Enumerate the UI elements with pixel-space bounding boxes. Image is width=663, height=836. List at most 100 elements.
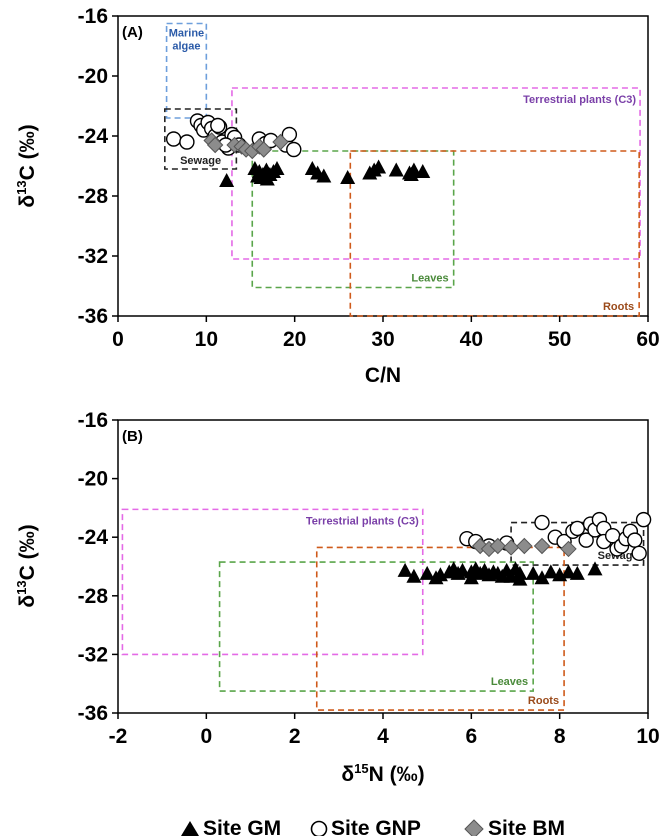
point-diamond-b (502, 539, 520, 556)
point-triangle-b (463, 570, 479, 585)
point-triangle-b (512, 571, 528, 586)
x-tick-label-b: -2 (109, 725, 128, 748)
legend-marker-circle (310, 820, 328, 836)
point-diamond-b (516, 537, 533, 555)
point-triangle-b (419, 565, 435, 580)
legend-marker-triangle (181, 821, 199, 836)
point-diamond-a (206, 136, 224, 154)
legend-item-gnp: Site GNP (310, 817, 421, 836)
x-ticks-b: -2 0 2 4 6 8 10 (109, 713, 660, 748)
point-triangle-b (446, 561, 462, 576)
y-tick-label-a: -32 (78, 245, 108, 268)
point-triangle-a (403, 167, 419, 181)
point-triangle-b (534, 570, 550, 585)
point-circle-a (210, 117, 226, 134)
point-circle-b (569, 520, 586, 537)
legend-marker-diamond (464, 819, 484, 836)
point-triangle-a (316, 168, 332, 183)
point-circle-b (534, 514, 550, 531)
point-triangle-b (587, 561, 603, 576)
y-tick-label-b: -36 (78, 702, 108, 725)
x-axis-label-a: C/N (365, 364, 401, 387)
y-axis-label-a-main: δ (16, 195, 39, 208)
point-circle-b (627, 532, 643, 548)
panel-label-b: (B) (122, 428, 143, 445)
region-box-b (510, 521, 645, 566)
y-tick-label-b: -20 (78, 468, 108, 491)
point-diamond-b (489, 537, 507, 555)
legend-label-bm: Site BM (488, 817, 565, 836)
point-diamond-a (255, 141, 272, 158)
point-triangle-b (397, 562, 413, 577)
y-axis-label-a-rest: C (‰) (16, 124, 39, 180)
x-tick-label-a: 10 (195, 328, 218, 351)
region-box-a (231, 87, 641, 260)
point-triangle-a (415, 164, 431, 178)
point-triangle-a (269, 161, 285, 175)
point-circle-b (635, 511, 652, 528)
region-box-a (349, 150, 640, 317)
point-circle-a (281, 126, 298, 143)
x-axis-label-b-sup: 15 (354, 761, 368, 776)
y-tick-label-b: -32 (78, 643, 108, 666)
x-tick-label-a: 20 (283, 328, 306, 351)
y-axis-label-b-rest: C (‰) (16, 524, 39, 580)
region-box-b (315, 546, 565, 711)
point-triangle-a (340, 170, 356, 184)
point-diamond-a (272, 133, 289, 151)
point-circle-b (578, 532, 594, 548)
y-ticks-b: -16 -20 -24 -28 -32 -36 (78, 409, 118, 725)
region-label-b: Roots (528, 695, 559, 707)
legend-item-gm: Site GM (181, 817, 281, 836)
x-tick-label-a: 30 (371, 328, 394, 351)
point-diamond-b (560, 540, 577, 558)
region-label-b: Leaves (491, 676, 528, 688)
points-a (165, 113, 431, 187)
x-ticks-a: 0 10 20 30 40 50 60 (112, 316, 660, 351)
points-b (397, 511, 652, 586)
panel-label-a: (A) (122, 24, 143, 41)
point-circle-a (179, 134, 195, 150)
point-triangle-a (371, 159, 387, 174)
region-label-a: Terrestrial plants (C3) (523, 94, 636, 106)
x-tick-label-a: 60 (636, 328, 659, 351)
y-tick-label-a: -24 (78, 125, 109, 148)
point-circle-b (631, 545, 647, 562)
region-label-b: Terrestrial plants (C3) (306, 515, 419, 527)
x-tick-label-b: 6 (465, 725, 477, 748)
point-circle-a (286, 141, 302, 158)
point-triangle-b (543, 564, 559, 579)
legend: Site GM Site GNP Site BM (181, 817, 565, 836)
region-box-b (121, 508, 424, 656)
x-tick-label-a: 0 (112, 328, 124, 351)
y-tick-label-b: -16 (78, 409, 108, 432)
x-tick-label-b: 8 (554, 725, 566, 748)
y-axis-label-a: δ13C (‰) (14, 124, 39, 207)
y-tick-label-a: -36 (78, 305, 108, 328)
point-diamond-b (533, 537, 551, 555)
point-triangle-b (428, 570, 444, 585)
region-label-a: Roots (603, 301, 634, 313)
x-axis-label-b-rest: N (‰) (369, 763, 425, 786)
point-triangle-b (569, 565, 585, 580)
point-triangle-b (525, 565, 541, 580)
y-axis-label-b-main: δ (16, 595, 39, 608)
point-circle-a (165, 131, 182, 147)
y-axis-label-a-sup: 13 (14, 180, 29, 194)
point-triangle-b (561, 564, 576, 579)
x-tick-label-b: 10 (636, 725, 659, 748)
legend-item-bm: Site BM (464, 817, 565, 836)
x-axis-label-b-main: δ (341, 763, 354, 786)
chart-panel-b: (B) Terrestrial plants (C3)SewageLeavesR… (14, 409, 660, 786)
y-tick-label-a: -28 (78, 185, 109, 208)
y-tick-label-a: -16 (78, 5, 108, 28)
x-axis-label-b: δ15N (‰) (341, 761, 424, 786)
x-tick-label-b: 0 (200, 725, 212, 748)
point-triangle-b (494, 568, 510, 583)
y-ticks-a: -16 -20 -24 -28 -32 -36 (78, 5, 118, 328)
point-triangle-a (250, 168, 266, 183)
